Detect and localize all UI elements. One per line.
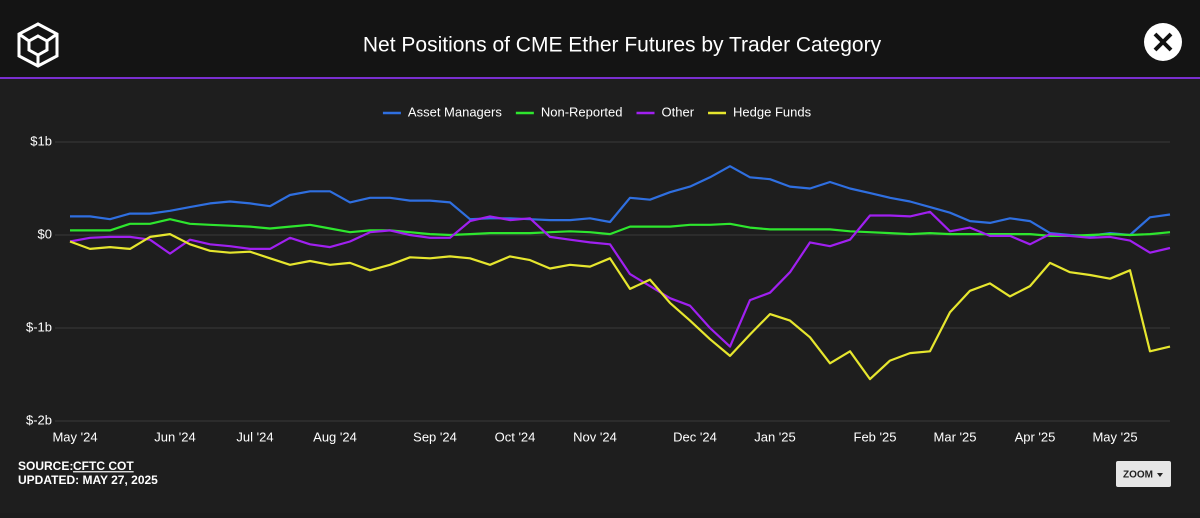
x-tick-label: Feb '25 xyxy=(854,429,897,444)
y-tick-label: $-2b xyxy=(26,412,52,427)
source-link[interactable]: CFTC COT xyxy=(73,459,134,473)
legend-label: Asset Managers xyxy=(408,104,502,119)
legend-label: Other xyxy=(662,104,695,119)
x-tick-label: Oct '24 xyxy=(495,429,536,444)
y-tick-label: $-1b xyxy=(26,319,52,334)
source-label: SOURCE: xyxy=(18,459,73,473)
x-tick-label: May '24 xyxy=(52,429,97,444)
series-line xyxy=(69,233,1171,381)
x-tick-label: Mar '25 xyxy=(934,429,977,444)
x-tick-label: Sep '24 xyxy=(413,429,457,444)
logo xyxy=(17,22,59,68)
y-tick-label: $0 xyxy=(38,226,52,241)
legend: Asset Managers Non-Reported Other Hedge Fun… xyxy=(382,104,812,119)
zoom-label[interactable]: ZOOM xyxy=(1123,470,1153,481)
x-tick-label: Apr '25 xyxy=(1015,429,1056,444)
updated: UPDATED: MAY 27, 2025 xyxy=(18,473,158,487)
series-line xyxy=(70,165,1171,237)
zoom-button[interactable]: ZOOM xyxy=(1116,461,1171,487)
close-button[interactable] xyxy=(1144,23,1182,61)
x-tick-label: Dec '24 xyxy=(673,429,717,444)
series-line xyxy=(69,210,1171,348)
x-tick-label: Jul '24 xyxy=(236,429,273,444)
x-tick-label: Nov '24 xyxy=(573,429,617,444)
chart-title: Net Positions of CME Ether Futures by Tr… xyxy=(363,34,882,57)
x-tick-label: Jun '24 xyxy=(154,429,196,444)
legend-label: Non-Reported xyxy=(541,104,623,119)
x-tick-label: May '25 xyxy=(1092,429,1137,444)
legend-label: Hedge Funds xyxy=(733,104,812,119)
header-bar xyxy=(0,0,1200,78)
x-tick-label: Jan '25 xyxy=(754,429,796,444)
x-tick-label: Aug '24 xyxy=(313,429,357,444)
y-tick-label: $1b xyxy=(30,133,52,148)
